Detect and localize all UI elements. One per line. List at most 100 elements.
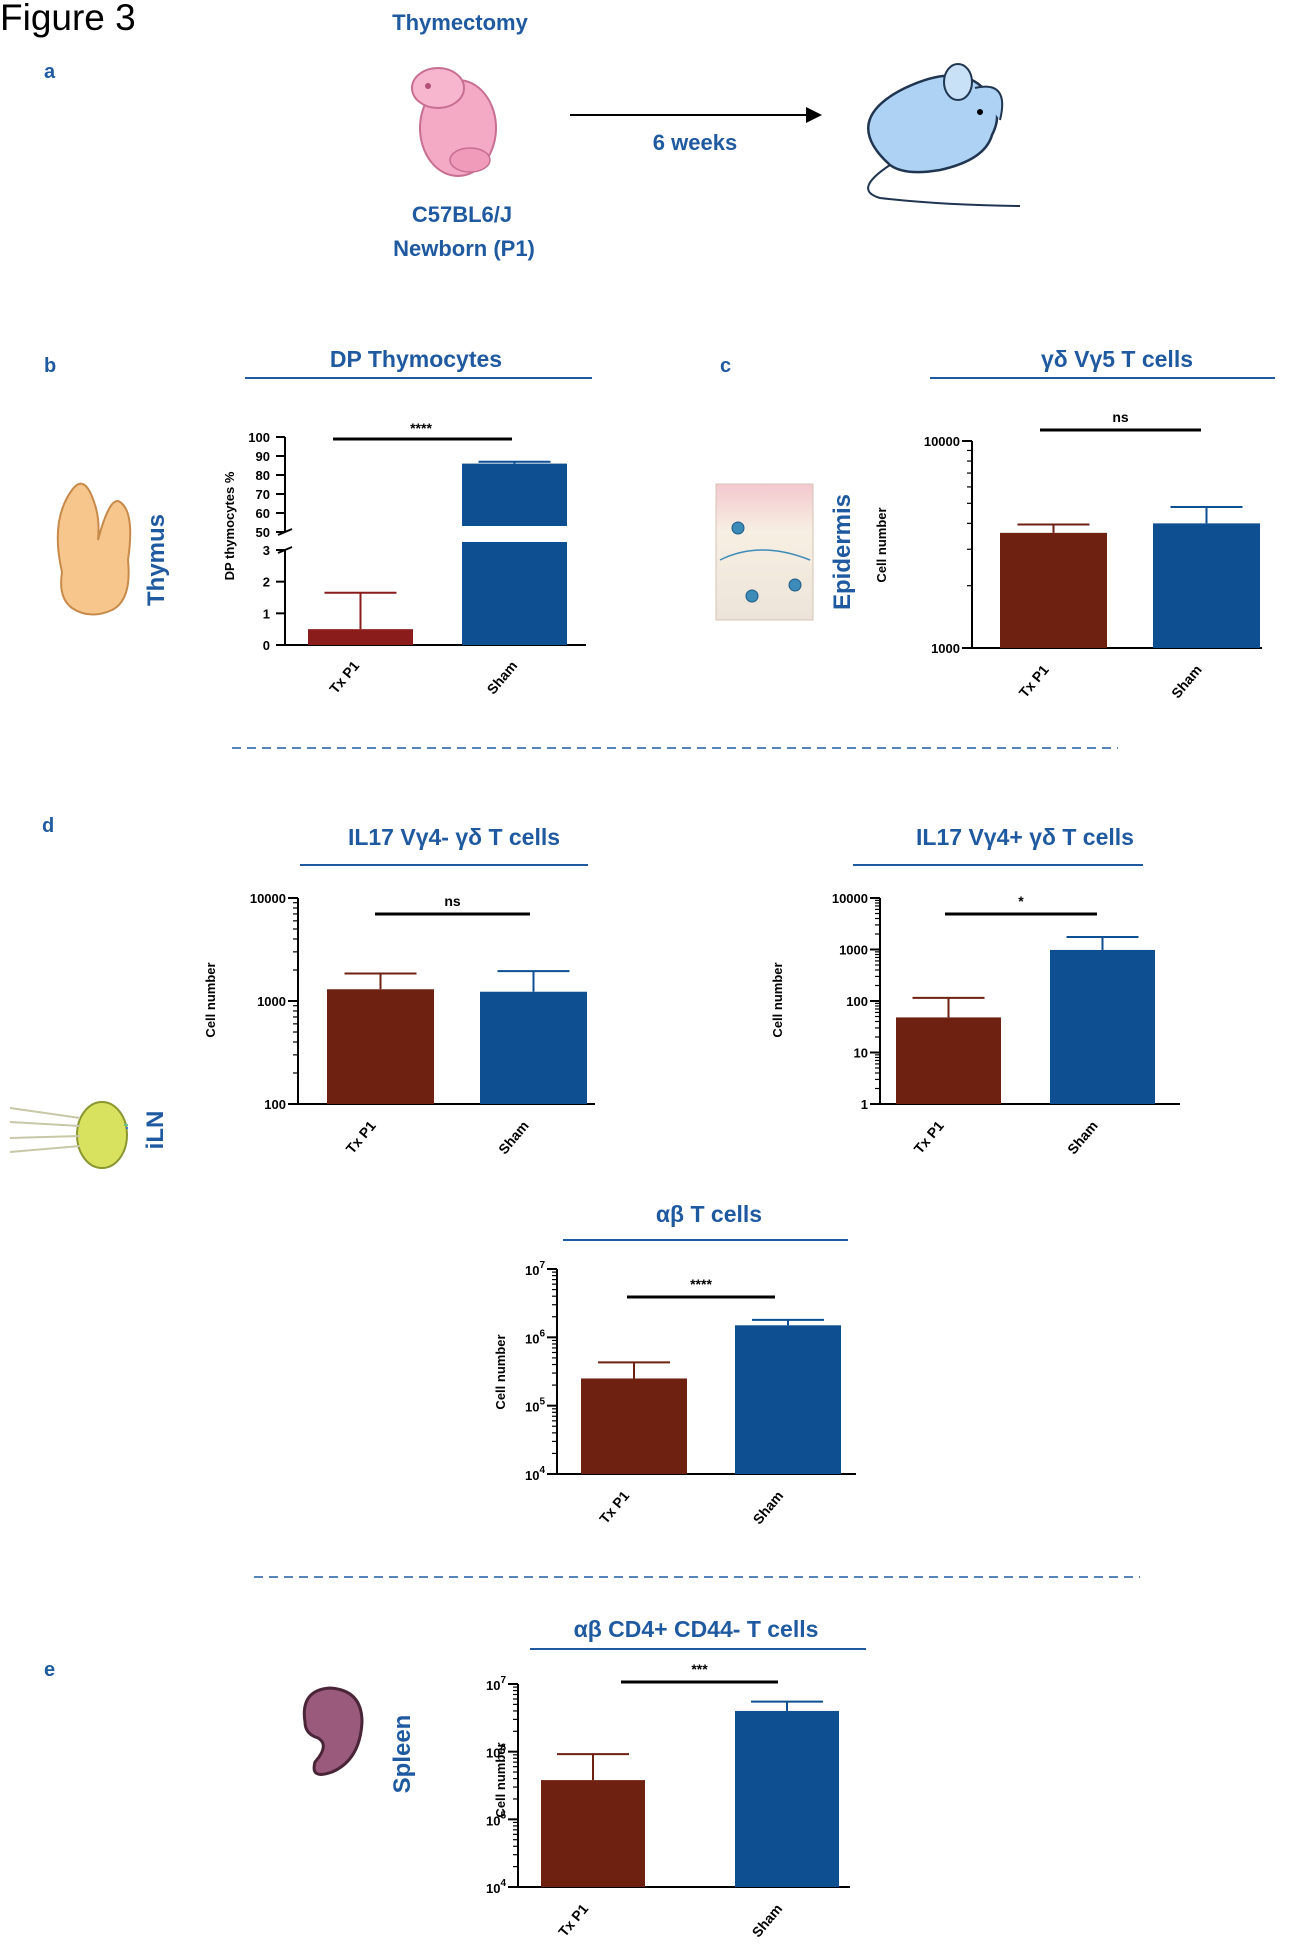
epidermis-icon bbox=[715, 483, 814, 621]
tick-exponent: 6 bbox=[539, 1328, 545, 1339]
y-tick-label: 107 bbox=[525, 1260, 545, 1278]
category-label: Tx P1 bbox=[326, 657, 362, 696]
y-axis-label: Cell number bbox=[770, 962, 785, 1037]
bar-sham bbox=[735, 1710, 839, 1887]
chart-title: DP Thymocytes bbox=[330, 346, 502, 372]
y-tick-label: 10000 bbox=[250, 891, 286, 906]
organ-label-spleen: Spleen bbox=[389, 1715, 416, 1794]
bar-sham bbox=[1153, 523, 1260, 648]
significance-label: *** bbox=[691, 1661, 708, 1677]
category-label: Sham bbox=[1168, 662, 1205, 701]
organ-label-epidermis: Epidermis bbox=[829, 494, 856, 610]
chart-il17-vg4-pos: IL17 Vγ4+ γδ T cells Cell number 1 10 100 100… bbox=[770, 824, 1180, 1157]
figure-title: Figure 3 bbox=[0, 0, 136, 38]
y-tick-label: 105 bbox=[486, 1810, 506, 1828]
y-tick-label: 1000 bbox=[257, 994, 286, 1009]
bar-sham bbox=[462, 463, 567, 645]
y-tick-label: 1 bbox=[263, 606, 270, 621]
y-tick-label: 100 bbox=[264, 1097, 286, 1112]
organ-label-iln: iLN bbox=[142, 1111, 169, 1150]
bar-tx-p1 bbox=[327, 989, 434, 1104]
y-tick-label: 80 bbox=[256, 468, 270, 483]
tick-base: 10 bbox=[486, 1746, 500, 1761]
y-tick-label: 107 bbox=[486, 1675, 506, 1693]
tick-base: 10 bbox=[486, 1813, 500, 1828]
y-tick-label: 104 bbox=[525, 1465, 545, 1483]
tick-exponent: 5 bbox=[500, 1810, 506, 1821]
category-label: Tx P1 bbox=[911, 1117, 947, 1156]
tick-base: 10 bbox=[525, 1263, 539, 1278]
category-label: Tx P1 bbox=[555, 1900, 591, 1939]
bar-tx-p1 bbox=[896, 1017, 1001, 1104]
y-tick-label: 2 bbox=[263, 575, 270, 590]
category-label: Sham bbox=[749, 1901, 786, 1940]
chart-dp-thymocytes: DP Thymocytes DP thymocytes % 0 1 2 3 50 60 70… bbox=[222, 346, 592, 697]
newborn-mouse-icon bbox=[411, 67, 497, 177]
bar-tx-p1 bbox=[541, 1780, 645, 1887]
panel-letter-d: d bbox=[42, 815, 54, 837]
y-tick-label: 60 bbox=[256, 506, 270, 521]
tick-exponent: 6 bbox=[500, 1743, 506, 1754]
significance-label: * bbox=[1018, 893, 1024, 909]
tick-exponent: 4 bbox=[539, 1465, 545, 1476]
y-axis-label: Cell number bbox=[493, 1334, 508, 1409]
y-tick-label: 3 bbox=[263, 543, 270, 558]
category-label: Tx P1 bbox=[343, 1117, 379, 1156]
tick-base: 10 bbox=[525, 1331, 539, 1346]
arrow-head-icon bbox=[806, 107, 822, 123]
chart-title: αβ T cells bbox=[656, 1201, 762, 1227]
y-tick-label: 50 bbox=[256, 525, 270, 540]
category-label: Sham bbox=[484, 658, 521, 697]
chart-gd-vg5-t-cells: γδ Vγ5 T cells Cell number 1000 10000 Tx P1 S… bbox=[874, 346, 1275, 701]
panel-letter-b: b bbox=[44, 355, 56, 377]
lymph-node-icon bbox=[9, 1101, 128, 1169]
panel-a-schematic: Thymectomy C57BL6/J Newborn (P1) 6 weeks bbox=[392, 10, 1021, 261]
y-tick-label: 70 bbox=[256, 487, 270, 502]
significance-label: ns bbox=[1112, 409, 1129, 425]
adult-mouse-icon bbox=[867, 63, 1021, 207]
age-label: Newborn (P1) bbox=[393, 236, 535, 261]
significance-label: ns bbox=[444, 893, 461, 909]
y-axis-label: Cell number bbox=[203, 962, 218, 1037]
chart-title: αβ CD4+ CD44- T cells bbox=[574, 1616, 819, 1642]
y-tick-label: 10000 bbox=[924, 434, 960, 449]
y-tick-label: 106 bbox=[486, 1743, 506, 1761]
panel-letter-c: c bbox=[720, 355, 731, 377]
bar-tx-p1 bbox=[308, 629, 413, 645]
y-tick-label: 0 bbox=[263, 638, 270, 653]
bar-tx-p1 bbox=[581, 1378, 687, 1474]
category-label: Sham bbox=[495, 1118, 532, 1157]
chart-title: γδ Vγ5 T cells bbox=[1041, 346, 1193, 372]
bar-sham bbox=[480, 991, 587, 1104]
significance-label: **** bbox=[690, 1276, 712, 1292]
category-label: Sham bbox=[1064, 1118, 1101, 1157]
tick-base: 10 bbox=[525, 1400, 539, 1415]
y-tick-label: 100 bbox=[248, 430, 270, 445]
tick-base: 10 bbox=[486, 1678, 500, 1693]
bar-tx-p1 bbox=[1000, 532, 1107, 648]
strain-label: C57BL6/J bbox=[412, 202, 512, 227]
y-tick-label: 1000 bbox=[839, 943, 868, 958]
thymus-icon bbox=[56, 482, 132, 616]
tick-base: 10 bbox=[486, 1881, 500, 1896]
chart-title: IL17 Vγ4+ γδ T cells bbox=[916, 824, 1134, 850]
chart-il17-vg4-neg: IL17 Vγ4- γδ T cells Cell number 100 1000 10… bbox=[203, 824, 595, 1157]
procedure-label: Thymectomy bbox=[392, 10, 528, 35]
y-tick-label: 1 bbox=[861, 1097, 868, 1112]
significance-label: **** bbox=[410, 420, 432, 436]
panel-letter-e: e bbox=[44, 1659, 55, 1681]
category-label: Tx P1 bbox=[1016, 661, 1052, 700]
y-tick-label: 100 bbox=[846, 994, 868, 1009]
y-tick-label: 90 bbox=[256, 449, 270, 464]
duration-label: 6 weeks bbox=[653, 130, 737, 155]
y-tick-label: 105 bbox=[525, 1397, 545, 1415]
y-tick-label: 106 bbox=[525, 1328, 545, 1346]
category-label: Sham bbox=[750, 1488, 787, 1527]
y-tick-label: 10000 bbox=[832, 891, 868, 906]
bar-sham bbox=[1050, 949, 1155, 1104]
bar-sham bbox=[735, 1325, 841, 1474]
y-axis-label: DP thymocytes % bbox=[222, 471, 237, 580]
